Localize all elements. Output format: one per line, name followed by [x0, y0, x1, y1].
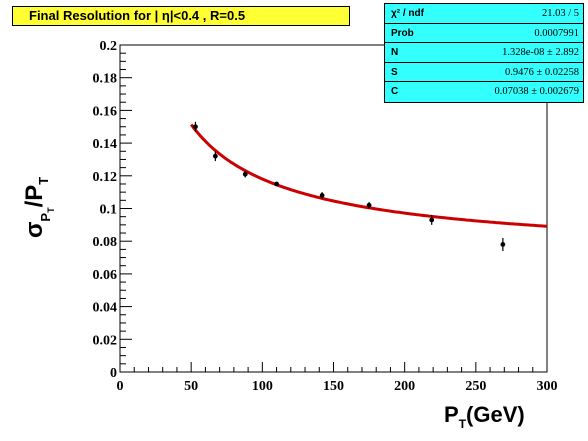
- point-marker: [319, 193, 325, 198]
- x-tick-label: 200: [394, 379, 415, 394]
- xlabel-sub: T: [458, 417, 467, 431]
- stats-label: N: [391, 47, 399, 59]
- x-tick-label: 150: [323, 379, 344, 394]
- stats-row-s: S 0.9476 ± 0.02258: [385, 63, 583, 83]
- ylabel-sigma: σ: [21, 222, 48, 238]
- x-tick-label: 0: [117, 379, 124, 394]
- stats-label: C: [391, 86, 399, 98]
- data-points: [193, 121, 506, 252]
- y-tick-label: 0.08: [93, 235, 118, 250]
- stats-row-n: N 1.328e-08 ± 2.892: [385, 43, 583, 63]
- y-tick-label: 0.06: [93, 268, 118, 283]
- stats-label: χ² / ndf: [391, 8, 424, 19]
- data-point: [193, 121, 198, 132]
- data-point: [319, 192, 325, 199]
- y-tick-label: 0.16: [93, 104, 118, 119]
- point-marker: [500, 242, 506, 247]
- axis-tick-labels: 0 50 100 150 200 250 300 0 0.02 0.04 0.06 0.08 0.1 0.…: [93, 39, 558, 394]
- y-tick-label: 0: [110, 366, 117, 381]
- y-tick-label: 0.14: [93, 137, 118, 152]
- y-tick-label: 0.12: [93, 170, 118, 185]
- svg-text:σPT/PT: σPT/PT: [21, 177, 56, 238]
- point-marker: [193, 124, 198, 130]
- chart-title: Final Resolution for | η|<0.4 , R=0.5: [12, 6, 350, 26]
- x-tick-label: 100: [252, 379, 273, 394]
- stats-row-chi2: χ² / ndf 21.03 / 5: [385, 4, 583, 24]
- x-tick-label: 50: [184, 379, 198, 394]
- point-marker: [429, 217, 435, 223]
- ylabel-slash-p: /P: [21, 185, 48, 208]
- y-tick-label: 0.02: [93, 333, 118, 348]
- stats-value: 21.03 / 5: [541, 8, 579, 19]
- y-tick-label: 0.1: [100, 203, 118, 218]
- ylabel-sub-t: T: [46, 207, 56, 213]
- stats-label: S: [391, 66, 398, 78]
- stats-row-prob: Prob 0.0007991: [385, 24, 583, 44]
- stats-value: 0.9476 ± 0.02258: [504, 66, 579, 78]
- x-axis-label: PT(GeV): [444, 402, 525, 431]
- fit-stats-box: χ² / ndf 21.03 / 5 Prob 0.0007991 N 1.32…: [384, 3, 584, 103]
- x-tick-label: 300: [537, 379, 558, 394]
- data-point: [212, 151, 218, 162]
- ylabel-sub-p: P: [38, 213, 53, 222]
- stats-value: 0.0007991: [534, 27, 579, 39]
- xlabel-main: P: [444, 402, 459, 427]
- data-point: [366, 201, 372, 209]
- data-point: [429, 215, 435, 225]
- point-marker: [366, 202, 372, 208]
- y-tick-label: 0.04: [93, 301, 118, 316]
- stats-label: Prob: [391, 27, 414, 39]
- stats-value: 0.07038 ± 0.002679: [494, 86, 579, 98]
- ylabel-slash-sub-t: T: [36, 177, 51, 185]
- data-point: [242, 170, 248, 178]
- point-marker: [212, 153, 218, 159]
- y-tick-label: 0.18: [93, 72, 118, 87]
- data-point: [500, 237, 506, 252]
- y-tick-label: 0.2: [100, 39, 118, 54]
- axis-ticks: [119, 44, 548, 373]
- xlabel-unit: (GeV): [466, 402, 525, 427]
- y-axis-label: σPT/PT: [21, 177, 56, 238]
- stats-value: 1.328e-08 ± 2.892: [502, 47, 579, 59]
- point-marker: [274, 181, 279, 187]
- point-marker: [242, 171, 248, 177]
- data-point: [274, 181, 279, 187]
- x-tick-label: 250: [465, 379, 486, 394]
- stats-row-c: C 0.07038 ± 0.002679: [385, 82, 583, 102]
